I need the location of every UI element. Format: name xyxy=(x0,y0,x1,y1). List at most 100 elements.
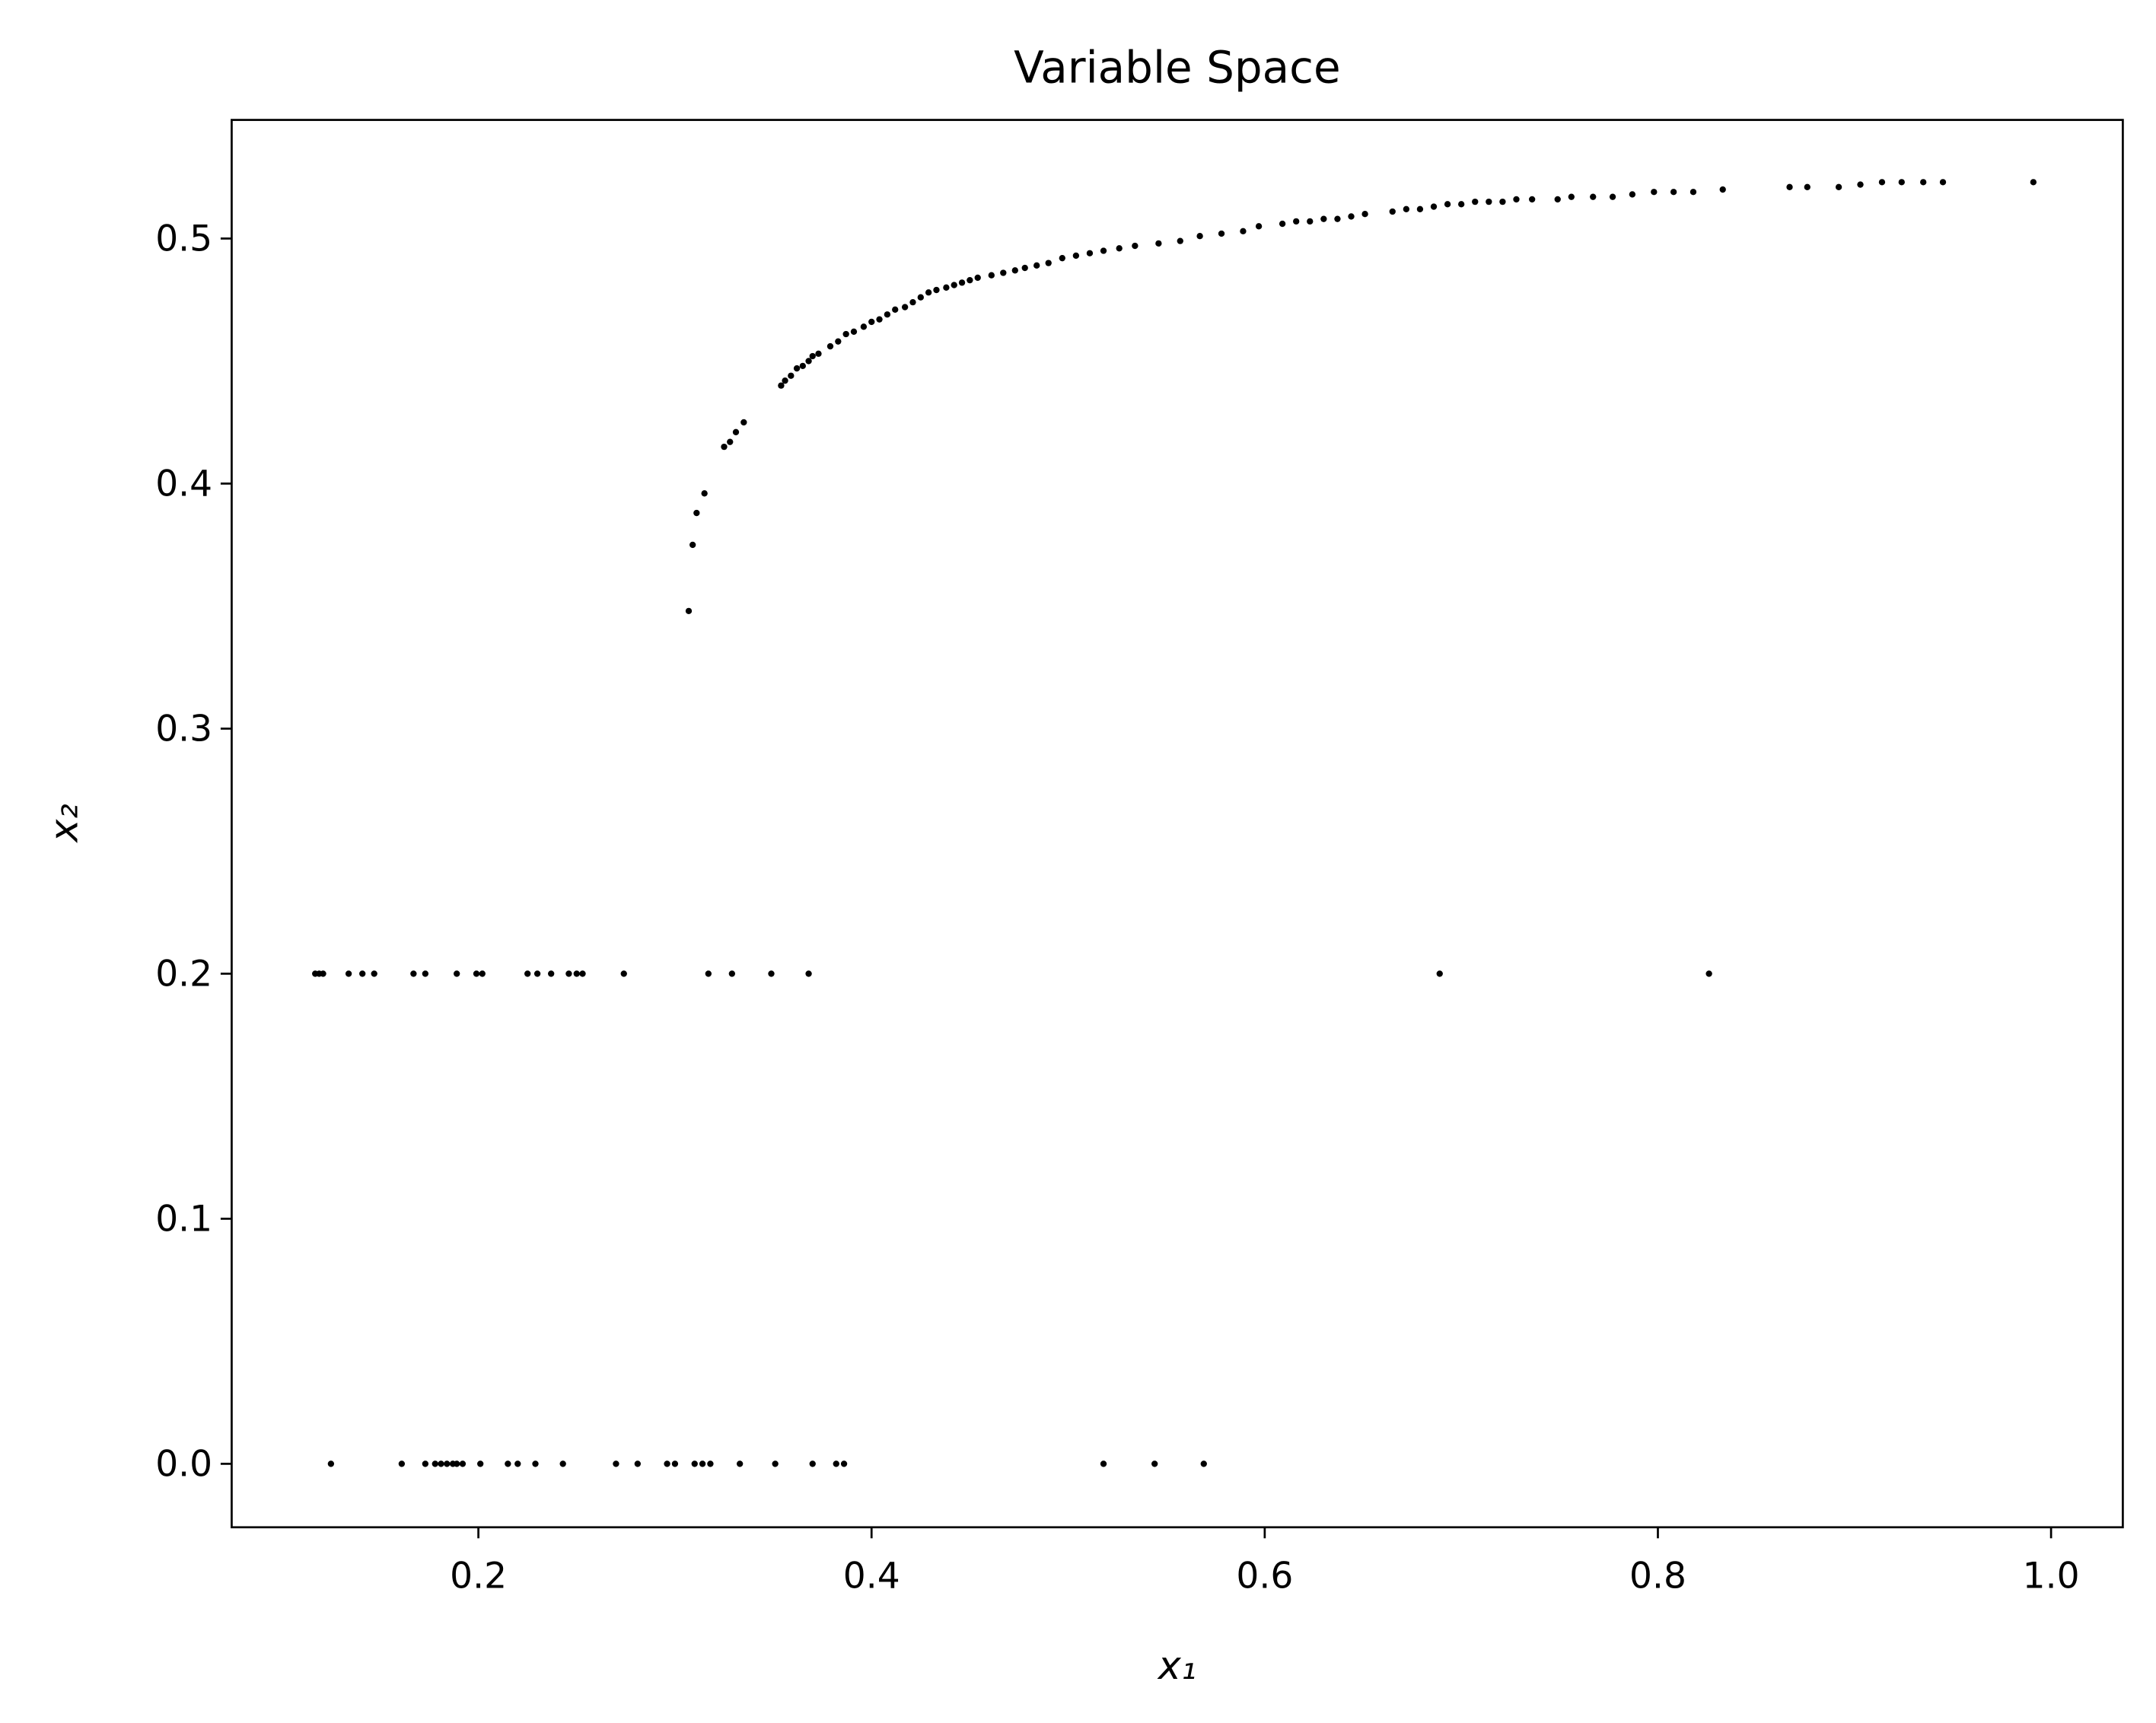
point xyxy=(573,970,580,977)
point xyxy=(1255,223,1263,230)
point xyxy=(1045,260,1052,266)
point xyxy=(833,1460,839,1467)
point xyxy=(432,1460,438,1467)
point xyxy=(917,294,924,301)
point xyxy=(444,1460,451,1467)
point xyxy=(1430,203,1438,210)
point xyxy=(1320,215,1327,222)
point xyxy=(532,1460,539,1467)
point xyxy=(840,1460,848,1467)
point xyxy=(1240,228,1247,234)
point xyxy=(1279,220,1286,228)
point xyxy=(327,1460,335,1467)
point xyxy=(815,350,822,357)
point xyxy=(1458,201,1465,208)
point xyxy=(359,970,366,977)
point xyxy=(974,274,981,282)
point xyxy=(1878,179,1886,186)
point xyxy=(988,272,995,279)
point xyxy=(1857,181,1864,188)
point xyxy=(422,1460,429,1467)
point xyxy=(664,1460,670,1467)
point xyxy=(634,1460,642,1467)
point xyxy=(958,279,966,286)
point xyxy=(1609,193,1616,200)
point xyxy=(799,362,806,370)
point xyxy=(1389,208,1396,215)
chart-title: Variable Space xyxy=(1014,42,1341,94)
y-tick-label: 0.5 xyxy=(155,218,212,260)
point xyxy=(345,970,352,977)
point xyxy=(782,377,788,384)
point xyxy=(1835,183,1842,190)
point xyxy=(788,372,795,379)
point xyxy=(943,284,950,291)
point xyxy=(1486,198,1492,205)
point xyxy=(1307,218,1314,225)
point xyxy=(691,1460,698,1467)
point xyxy=(514,1460,521,1467)
point xyxy=(728,970,735,977)
point xyxy=(1403,205,1410,212)
point xyxy=(685,607,693,615)
point xyxy=(1719,186,1726,193)
point xyxy=(868,318,875,326)
point xyxy=(835,338,842,345)
x-tick-label: 0.2 xyxy=(450,1556,507,1597)
point xyxy=(1151,1460,1158,1467)
point xyxy=(671,1460,679,1467)
point xyxy=(1100,247,1107,254)
point xyxy=(1689,189,1697,196)
point xyxy=(1033,262,1040,269)
point xyxy=(740,419,747,426)
point xyxy=(1293,218,1300,225)
point xyxy=(524,970,531,977)
point xyxy=(613,1460,619,1467)
point xyxy=(805,358,812,365)
point xyxy=(1939,179,1947,186)
point xyxy=(901,304,909,311)
point xyxy=(473,970,480,977)
x-axis-label: x₁ xyxy=(1157,1643,1196,1688)
point xyxy=(772,1460,779,1467)
point xyxy=(826,342,834,350)
point xyxy=(1590,193,1597,200)
point xyxy=(1920,179,1927,186)
point xyxy=(689,541,696,549)
point xyxy=(1348,213,1355,220)
point xyxy=(1513,196,1520,203)
point xyxy=(705,970,712,977)
point xyxy=(951,282,957,288)
point xyxy=(410,970,417,977)
point xyxy=(1000,269,1007,276)
point xyxy=(809,1460,816,1467)
x-tick-label: 0.8 xyxy=(1629,1556,1686,1597)
point xyxy=(398,1460,406,1467)
point xyxy=(933,286,940,294)
point xyxy=(1132,242,1139,250)
y-tick-label: 0.0 xyxy=(155,1444,212,1486)
point xyxy=(422,970,429,977)
point xyxy=(842,330,849,338)
point xyxy=(850,328,858,335)
point xyxy=(768,970,775,977)
point xyxy=(1218,230,1225,237)
point xyxy=(533,970,541,977)
point xyxy=(805,970,812,977)
x-tick-label: 0.6 xyxy=(1236,1556,1293,1597)
point xyxy=(707,1460,714,1467)
point xyxy=(1444,201,1451,208)
point xyxy=(1200,1460,1207,1467)
point xyxy=(1086,250,1094,256)
y-tick-label: 0.4 xyxy=(155,463,212,505)
point xyxy=(1898,179,1905,186)
point xyxy=(925,289,932,296)
point xyxy=(732,428,740,435)
point xyxy=(1499,198,1506,205)
y-tick-label: 0.1 xyxy=(155,1199,212,1240)
point xyxy=(579,970,586,977)
point xyxy=(727,438,734,445)
point xyxy=(1472,198,1479,205)
